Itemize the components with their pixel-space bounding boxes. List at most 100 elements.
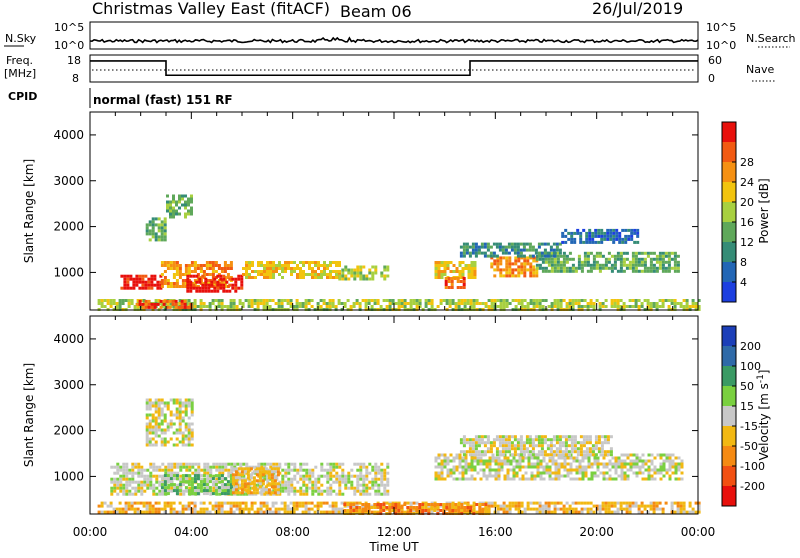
- nave-label: Nave: [746, 63, 774, 76]
- heatmap-cell: [647, 474, 651, 478]
- heatmap-cell: [552, 453, 556, 457]
- heatmap-cell: [586, 510, 590, 514]
- heatmap-cell: [179, 465, 183, 469]
- heatmap-cell: [299, 486, 303, 490]
- heatmap-cell: [161, 468, 165, 472]
- heatmap-cell: [273, 485, 277, 489]
- heatmap-cell: [670, 507, 674, 511]
- heatmap-cell: [544, 266, 548, 270]
- heatmap-cell: [215, 465, 219, 469]
- heatmap-cell: [148, 504, 152, 508]
- heatmap-cell: [588, 240, 592, 244]
- heatmap-cell: [537, 435, 541, 439]
- heatmap-cell: [341, 271, 345, 275]
- heatmap-cell: [317, 276, 320, 279]
- heatmap-cell: [371, 483, 375, 487]
- heatmap-cell: [119, 468, 123, 472]
- heatmap-cell: [347, 271, 351, 275]
- heatmap-cell: [667, 251, 671, 255]
- heatmap-cell: [221, 462, 225, 466]
- heatmap-cell: [314, 273, 317, 276]
- heatmap-cell: [148, 398, 152, 402]
- heatmap-cell: [116, 477, 120, 481]
- heatmap-cell: [329, 474, 333, 478]
- heatmap-cell: [199, 480, 203, 484]
- heatmap-cell: [668, 465, 672, 469]
- heatmap-cell: [163, 235, 167, 239]
- heatmap-cell: [271, 299, 275, 302]
- heatmap-cell: [637, 299, 641, 302]
- heatmap-cell: [130, 501, 134, 505]
- heatmap-cell: [289, 501, 293, 505]
- heatmap-cell: [570, 435, 574, 439]
- heatmap-cell: [135, 280, 139, 284]
- heatmap-cell: [582, 450, 586, 454]
- heatmap-cell: [151, 428, 155, 432]
- heatmap-cell: [197, 468, 201, 472]
- heatmap-cell: [526, 504, 530, 508]
- heatmap-cell: [251, 270, 254, 273]
- heatmap-cell: [169, 212, 172, 216]
- heatmap-cell: [234, 286, 238, 290]
- heatmap-cell: [465, 242, 469, 246]
- heatmap-cell: [308, 273, 311, 276]
- heatmap-cell: [371, 468, 375, 472]
- heatmap-cell: [550, 302, 554, 305]
- heatmap-cell: [169, 203, 172, 207]
- heatmap-cell: [601, 254, 605, 258]
- heatmap-cell: [205, 279, 209, 282]
- heatmap-cell: [682, 504, 686, 508]
- heatmap-cell: [569, 453, 573, 457]
- heatmap-cell: [316, 504, 320, 508]
- heatmap-cell: [261, 467, 265, 471]
- heatmap-cell: [305, 489, 309, 493]
- heatmap-cell: [147, 286, 151, 290]
- heatmap-cell: [589, 299, 593, 302]
- heatmap-cell: [462, 435, 466, 439]
- heatmap-cell: [224, 468, 228, 472]
- heatmap-cell: [133, 501, 137, 505]
- heatmap-cell: [313, 504, 317, 508]
- heatmap-cell: [160, 437, 164, 441]
- heatmap-cell: [512, 459, 516, 463]
- heatmap-cell: [160, 273, 164, 276]
- heatmap-cell: [230, 468, 234, 472]
- heatmap-cell: [172, 261, 176, 264]
- heatmap-cell: [517, 265, 521, 269]
- heatmap-cell: [505, 504, 509, 508]
- heatmap-cell: [157, 217, 161, 221]
- heatmap-cell: [172, 282, 176, 285]
- heatmap-cell: [519, 447, 523, 451]
- heatmap-cell: [246, 491, 250, 495]
- heatmap-cell: [523, 507, 527, 511]
- heatmap-cell: [536, 465, 540, 469]
- heatmap-cell: [196, 273, 200, 276]
- heatmap-cell: [126, 274, 130, 278]
- heatmap-cell: [467, 465, 471, 469]
- heatmap-cell: [148, 232, 152, 236]
- heatmap-cell: [463, 305, 467, 308]
- heatmap-cell: [564, 441, 568, 445]
- heatmap-cell: [140, 465, 144, 469]
- y-tick-label: 1000: [53, 265, 84, 279]
- heatmap-cell: [229, 510, 233, 514]
- heatmap-cell: [634, 263, 638, 267]
- heatmap-cell: [607, 260, 611, 264]
- heatmap-cell: [138, 277, 142, 281]
- heatmap-cell: [573, 444, 577, 448]
- heatmap-cell: [594, 435, 598, 439]
- heatmap-cell: [162, 299, 166, 303]
- heatmap-cell: [160, 401, 164, 405]
- heatmap-cell: [259, 507, 263, 511]
- heatmap-cell: [299, 468, 303, 472]
- heatmap-cell: [214, 510, 218, 514]
- heatmap-cell: [606, 237, 610, 241]
- heatmap-cell: [397, 305, 401, 308]
- heatmap-cell: [187, 302, 191, 305]
- heatmap-cell: [512, 465, 516, 469]
- heatmap-cell: [578, 462, 582, 466]
- heatmap-cell: [290, 267, 293, 270]
- heatmap-cell: [198, 280, 202, 284]
- heatmap-cell: [541, 504, 545, 508]
- heatmap-cell: [586, 254, 590, 258]
